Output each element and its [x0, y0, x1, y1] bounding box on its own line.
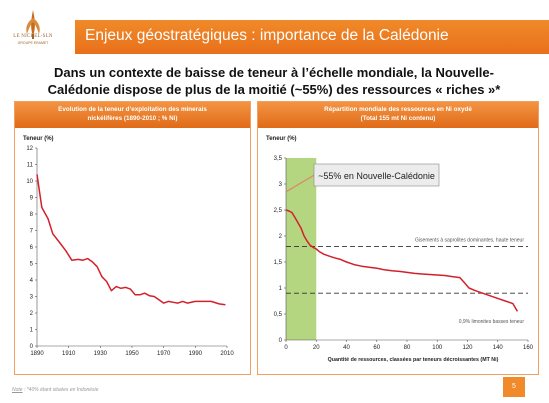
footnote-label: Note	[12, 387, 23, 393]
title-banner: Enjeux géostratégiques : importance de l…	[75, 20, 549, 54]
right-chart-subtitle: (Total 155 mt Ni contenu)	[360, 114, 436, 122]
left-y-tick-label: 0	[30, 344, 34, 350]
right-reference-label: 0,9% limonites basses teneur	[459, 319, 525, 325]
right-x-tick-label: 100	[432, 345, 443, 351]
right-x-tick-label: 160	[523, 345, 534, 351]
right-reference-label: Gisements à saprolites dominantes, haute…	[415, 237, 524, 243]
right-callout-connector	[285, 173, 317, 193]
right-y-tick-label: 1,5	[274, 260, 283, 266]
headline-line-2: Calédonie dispose de plus de la moitié (…	[47, 82, 501, 97]
footnote: Note : *40% étant situées en Indonésie	[12, 387, 98, 393]
left-y-tick-label: 12	[26, 146, 33, 152]
left-chart-header: Evolution de la teneur d’exploitation de…	[15, 102, 250, 128]
left-y-tick-label: 11	[27, 163, 34, 169]
left-y-tick-label: 3	[30, 295, 34, 301]
logo-name: LE NICKEL-SLN	[13, 34, 53, 39]
right-chart-title: Répartition mondiale des ressources en N…	[324, 106, 472, 113]
right-x-tick-label: 80	[404, 345, 411, 351]
right-callout-text: ~55% en Nouvelle-Calédonie	[318, 171, 435, 181]
left-y-tick-label: 1	[30, 328, 34, 334]
left-y-tick-label: 5	[30, 262, 34, 268]
footnote-text: : *40% étant situées en Indonésie	[22, 387, 99, 393]
headline: Dans un contexte de baisse de teneur à l…	[14, 64, 534, 98]
right-series-line	[285, 209, 519, 312]
headline-line-1: Dans un contexte de baisse de teneur à l…	[54, 65, 494, 80]
left-x-tick-label: 1970	[157, 351, 171, 357]
left-x-tick-label: 2010	[220, 351, 234, 357]
left-series-line	[36, 174, 226, 306]
right-x-tick-label: 140	[493, 345, 504, 351]
right-y-tick-label: 0,5	[274, 312, 283, 318]
left-x-tick-label: 1890	[30, 351, 44, 357]
right-chart-header: Répartition mondiale des ressources en N…	[258, 102, 538, 128]
left-x-tick-label: 1990	[189, 351, 203, 357]
left-y-tick-label: 6	[30, 245, 34, 251]
left-chart-panel: Evolution de la teneur d’exploitation de…	[14, 101, 251, 375]
right-xlabel: Quantité de ressources, classées par ten…	[328, 357, 499, 363]
page-title: Enjeux géostratégiques : importance de l…	[85, 27, 449, 44]
right-y-tick-label: 0	[279, 338, 283, 344]
right-chart: Teneur (%) Quantité de ressources, class…	[266, 136, 534, 363]
left-chart-subtitle: nickélifères (1890-2010 ; % Ni)	[87, 114, 178, 122]
page-number: 5	[503, 377, 525, 397]
left-y-tick-label: 4	[30, 278, 34, 284]
right-x-tick-label: 120	[462, 345, 473, 351]
right-ylabel: Teneur (%)	[266, 136, 297, 142]
right-y-tick-label: 1	[279, 286, 283, 292]
left-x-tick-label: 1950	[125, 351, 139, 357]
left-chart-title: Evolution de la teneur d’exploitation de…	[58, 106, 207, 113]
right-highlight-band	[286, 158, 317, 340]
left-y-tick-label: 8	[30, 212, 34, 218]
right-y-tick-label: 2,5	[274, 208, 283, 214]
right-x-tick-label: 60	[373, 345, 380, 351]
left-x-tick-label: 1910	[62, 351, 76, 357]
left-y-tick-label: 9	[30, 196, 34, 202]
left-y-tick-label: 2	[30, 311, 34, 317]
logo-subtitle: GROUPE ERAMET	[17, 41, 49, 45]
left-ylabel: Teneur (%)	[23, 136, 54, 142]
right-x-tick-label: 40	[343, 345, 350, 351]
left-y-tick-label: 10	[26, 179, 33, 185]
right-x-tick-label: 20	[313, 345, 320, 351]
company-logo-mark	[26, 10, 40, 39]
right-x-tick-label: 0	[284, 345, 288, 351]
left-x-tick-label: 1930	[94, 351, 108, 357]
right-callout-box	[313, 163, 440, 187]
right-chart-panel: Répartition mondiale des ressources en N…	[257, 101, 539, 375]
left-y-tick-label: 7	[30, 229, 34, 235]
right-y-tick-label: 3,5	[274, 156, 283, 162]
right-y-tick-label: 2	[279, 234, 283, 240]
right-y-tick-label: 3	[279, 182, 283, 188]
